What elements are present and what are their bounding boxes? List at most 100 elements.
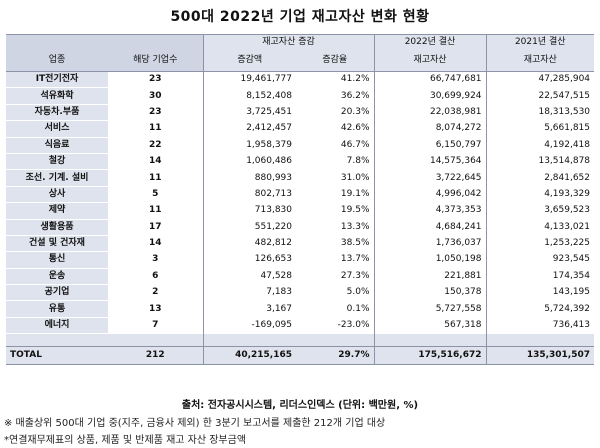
row-change-amount: 482,812 [202, 235, 296, 252]
row-change-rate: 13.7% [340, 254, 370, 265]
row-change-amount: 802,713 [202, 186, 296, 203]
row-2022-inventory: 150,378 [373, 284, 487, 301]
row-2022-inventory: 4,684,241 [373, 219, 487, 236]
header-blank-2 [108, 34, 203, 50]
row-change-amount: 1,958,379 [202, 137, 296, 154]
row-2022-inventory: 221,881 [373, 268, 487, 285]
row-company-count: 22 [148, 139, 162, 150]
row-industry: 자동차.부품 [6, 104, 108, 121]
row-change-rate: 5.0% [346, 287, 370, 298]
row-change-rate: 19.1% [340, 188, 370, 199]
row-change-rate: 13.3% [340, 221, 370, 232]
total-company-count: 212 [108, 346, 203, 366]
row-company-count: 3 [152, 254, 159, 265]
row-change-rate: 42.6% [340, 123, 370, 134]
table-row: 조선. 기계. 설비 11 880,993 31.0% 3,722,645 2,… [6, 169, 595, 187]
row-change-rate: 19.5% [340, 205, 370, 216]
table-row: IT전기전자 23 19,461,777 41.2% 66,747,681 47… [6, 71, 595, 88]
row-industry: 서비스 [6, 120, 108, 138]
footnote-definition: *연결재무제표의 상품, 제품 및 반제품 재고 자산 장부금액 [4, 435, 247, 446]
row-2021-inventory: 923,545 [485, 251, 595, 269]
table-row: 석유화학 30 8,152,408 36.2% 30,699,924 22,54… [6, 87, 595, 105]
row-change-amount: 1,060,486 [202, 153, 296, 170]
total-label: TOTAL [6, 346, 108, 366]
row-company-count: 6 [152, 270, 159, 281]
row-industry: 철강 [6, 153, 108, 170]
row-2022-inventory: 567,318 [373, 317, 487, 334]
row-2022-inventory: 5,727,558 [373, 300, 487, 318]
row-change-rate: 27.3% [340, 270, 370, 281]
row-company-count: 23 [148, 106, 162, 117]
total-2021-inventory: 135,301,507 [485, 346, 595, 366]
row-2022-inventory: 30,699,924 [373, 87, 487, 105]
row-company-count: 14 [148, 156, 162, 167]
row-industry: 공기업 [6, 284, 108, 301]
row-change-amount: 126,653 [202, 251, 296, 269]
table-row: 철강 14 1,060,486 7.8% 14,575,364 13,514,8… [6, 153, 595, 170]
header-2021-inventory: 재고자산 [485, 50, 595, 72]
row-company-count: 13 [148, 303, 162, 314]
row-industry: 식음료 [6, 137, 108, 154]
total-2022-inventory: 175,516,672 [373, 346, 487, 366]
footnote-scope: ※ 매출상위 500대 기업 중(지주, 금융사 제외) 한 3분기 보고서를 … [4, 418, 386, 429]
row-change-rate: 38.5% [340, 238, 370, 249]
total-change-amount: 40,215,165 [202, 346, 296, 366]
row-2021-inventory: 143,195 [485, 284, 595, 301]
row-industry: 조선. 기계. 설비 [6, 169, 108, 187]
row-industry: 생활용품 [6, 219, 108, 236]
row-change-rate: 7.8% [346, 156, 370, 167]
row-2021-inventory: 4,133,021 [485, 219, 595, 236]
table-title: 500대 2022년 기업 재고자산 변화 현황 [170, 9, 430, 25]
table-row: 공기업 2 7,183 5.0% 150,378 143,195 [6, 284, 595, 301]
row-2021-inventory: 13,514,878 [485, 153, 595, 170]
header-blank-1 [6, 34, 108, 50]
row-2021-inventory: 5,724,392 [485, 300, 595, 318]
row-company-count: 23 [148, 74, 162, 85]
row-company-count: 14 [148, 238, 162, 249]
row-industry: 상사 [6, 186, 108, 203]
row-change-rate: -23.0% [337, 320, 370, 331]
row-2022-inventory: 1,736,037 [373, 235, 487, 252]
header-change-rate: 증감율 [296, 50, 375, 72]
header-industry: 업종 [6, 50, 108, 72]
row-company-count: 5 [152, 188, 159, 199]
row-2021-inventory: 1,253,225 [485, 235, 595, 252]
row-change-rate: 46.7% [340, 139, 370, 150]
row-change-amount: 7,183 [202, 284, 296, 301]
row-2022-inventory: 3,722,645 [373, 169, 487, 187]
row-change-rate: 0.1% [346, 303, 370, 314]
table-row: 건설 및 건자재 14 482,812 38.5% 1,736,037 1,25… [6, 235, 595, 252]
source-note: 출처: 전자공시시스템, 리더스인덱스 (단위: 백만원, %) [181, 400, 419, 411]
row-2022-inventory: 4,996,042 [373, 186, 487, 203]
row-change-amount: 8,152,408 [202, 87, 296, 105]
row-change-rate: 20.3% [340, 106, 370, 117]
row-change-amount: 551,220 [202, 219, 296, 236]
row-2021-inventory: 736,413 [485, 317, 595, 334]
table-row: 식음료 22 1,958,379 46.7% 6,150,797 4,192,4… [6, 137, 595, 154]
row-2022-inventory: 66,747,681 [373, 71, 487, 88]
row-change-amount: 19,461,777 [202, 71, 296, 88]
row-industry: 통신 [6, 251, 108, 269]
row-2022-inventory: 8,074,272 [373, 120, 487, 138]
row-company-count: 7 [152, 320, 159, 331]
row-2021-inventory: 22,547,515 [485, 87, 595, 105]
row-change-rate: 36.2% [340, 90, 370, 101]
row-2021-inventory: 5,661,815 [485, 120, 595, 138]
table-row: 자동차.부품 23 3,725,451 20.3% 22,038,981 18,… [6, 104, 595, 121]
row-company-count: 11 [148, 205, 162, 216]
row-change-amount: 2,412,457 [202, 120, 296, 138]
spacer-row [6, 333, 595, 347]
row-industry: IT전기전자 [6, 71, 108, 88]
row-industry: 제약 [6, 202, 108, 220]
row-company-count: 2 [152, 287, 159, 298]
row-change-amount: 880,993 [202, 169, 296, 187]
row-change-amount: 3,725,451 [202, 104, 296, 121]
row-2022-inventory: 1,050,198 [373, 251, 487, 269]
table-row: 통신 3 126,653 13.7% 1,050,198 923,545 [6, 251, 595, 269]
row-company-count: 17 [148, 221, 162, 232]
header-change-group: 재고자산 증감 [202, 34, 375, 50]
header-2021-group: 2021년 결산 [485, 34, 595, 50]
row-industry: 석유화학 [6, 87, 108, 105]
row-change-amount: 713,830 [202, 202, 296, 220]
header-company-count: 해당 기업수 [108, 50, 203, 72]
